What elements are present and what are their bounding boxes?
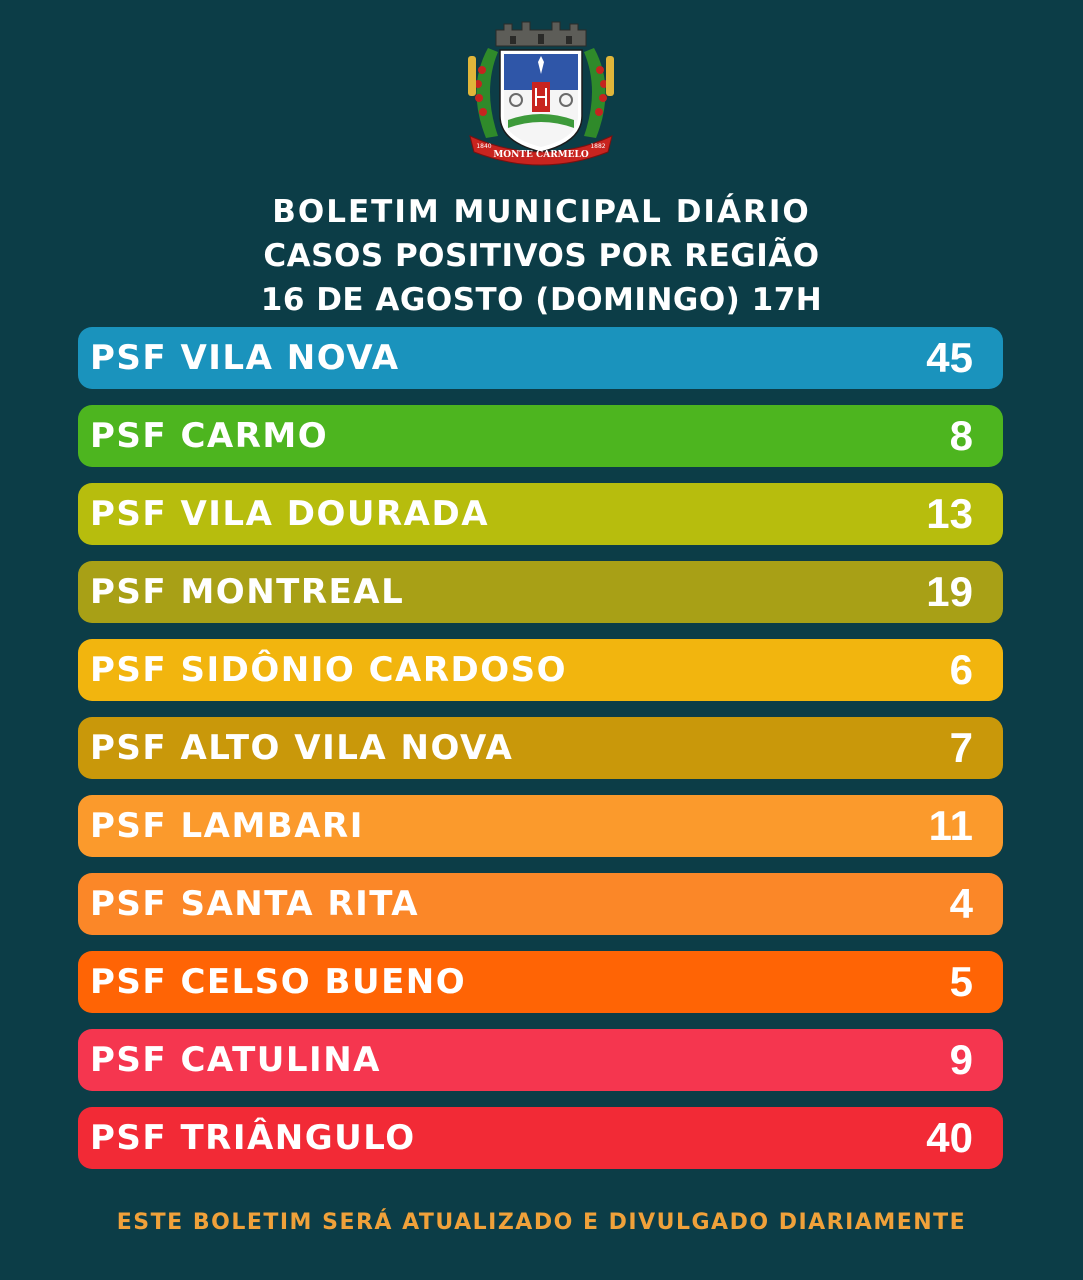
region-label: PSF MONTREAL: [90, 572, 405, 612]
region-label: PSF CARMO: [90, 416, 329, 456]
region-label: PSF TRIÂNGULO: [90, 1118, 416, 1158]
region-case-count: 11: [928, 802, 973, 849]
region-case-list: PSF VILA NOVA 45 PSF CARMO 8 PSF VILA DOURAD…: [78, 327, 1003, 1185]
region-label: PSF LAMBARI: [90, 806, 364, 846]
region-label: PSF ALTO VILA NOVA: [90, 728, 514, 768]
crest-year-left: 1840: [476, 143, 491, 150]
region-row: PSF SANTA RITA 4: [78, 873, 1003, 935]
region-case-count: 6: [949, 646, 973, 693]
bulletin-title: BOLETIM MUNICIPAL DIÁRIO: [272, 194, 811, 230]
region-label: PSF VILA NOVA: [90, 338, 400, 378]
region-case-count: 19: [926, 568, 973, 615]
region-case-count: 4: [949, 880, 973, 927]
region-case-count: 7: [949, 724, 973, 771]
region-row: PSF VILA NOVA 45: [78, 327, 1003, 389]
region-label: PSF SIDÔNIO CARDOSO: [90, 650, 568, 690]
region-row: PSF TRIÂNGULO 40: [78, 1107, 1003, 1169]
footer-note: ESTE BOLETIM SERÁ ATUALIZADO E DIVULGADO…: [116, 1210, 967, 1235]
region-row: PSF CATULINA 9: [78, 1029, 1003, 1091]
crest-year-right: 1882: [590, 143, 605, 150]
region-row: PSF SIDÔNIO CARDOSO 6: [78, 639, 1003, 701]
region-case-count: 5: [949, 958, 973, 1005]
bulletin-subtitle: CASOS POSITIVOS POR REGIÃO: [263, 238, 820, 274]
region-row: PSF CELSO BUENO 5: [78, 951, 1003, 1013]
region-case-count: 9: [949, 1036, 973, 1083]
crest-banner-text: MONTE CARMELO: [493, 150, 588, 160]
region-row: PSF MONTREAL 19: [78, 561, 1003, 623]
region-case-count: 13: [926, 490, 973, 537]
region-row: PSF LAMBARI 11: [78, 795, 1003, 857]
bulletin-date: 16 DE AGOSTO (DOMINGO) 17H: [260, 282, 823, 318]
region-case-count: 40: [926, 1114, 973, 1161]
region-label: PSF VILA DOURADA: [90, 494, 490, 534]
municipal-crest-logo: MONTE CARMELO 1840 1882: [468, 21, 614, 166]
region-label: PSF CELSO BUENO: [90, 962, 467, 1002]
region-case-count: 8: [949, 412, 973, 459]
region-row: PSF ALTO VILA NOVA 7: [78, 717, 1003, 779]
region-label: PSF CATULINA: [90, 1040, 381, 1080]
region-row: PSF CARMO 8: [78, 405, 1003, 467]
bulletin-header: BOLETIM MUNICIPAL DIÁRIO CASOS POSITIVOS…: [0, 190, 1083, 322]
region-label: PSF SANTA RITA: [90, 884, 420, 924]
region-row: PSF VILA DOURADA 13: [78, 483, 1003, 545]
region-case-count: 45: [926, 334, 973, 381]
